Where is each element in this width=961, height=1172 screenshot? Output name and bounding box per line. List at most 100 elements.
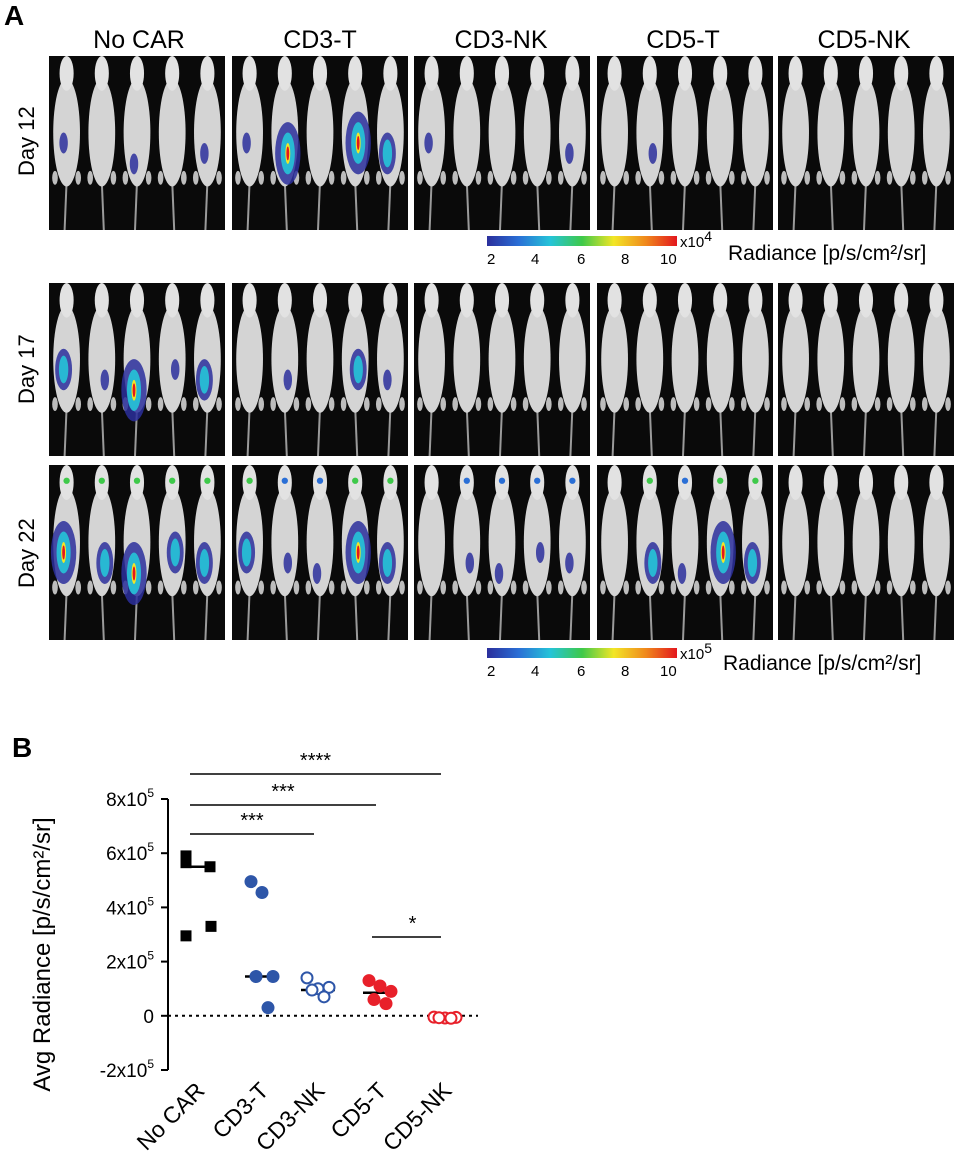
group-label-cd5-t: CD5-T [646,26,720,54]
mice-image [600,465,770,640]
x-category-label: No CAR [131,1077,209,1155]
colorbar-tick: 6 [577,251,586,268]
mouse-silhouette [192,283,222,456]
mouse-silhouette [816,56,846,230]
mouse-silhouette [740,465,770,640]
mice-image [600,283,770,456]
mouse-silhouette [781,56,811,230]
data-point [204,861,216,873]
mouse-silhouette [670,56,700,230]
data-point [180,850,192,862]
mouse-silhouette [192,465,222,640]
mouse-silhouette [50,465,82,640]
mouse-silhouette [921,465,951,640]
y-tick-label: 4x105 [106,894,154,919]
group-label-cd5-nk: CD5-NK [817,26,911,54]
mouse-silhouette [487,56,517,230]
mouse-silhouette [600,465,630,640]
mouse-silhouette [452,56,482,230]
mouse-silhouette [851,283,881,456]
significance-label: *** [271,781,295,803]
data-point [384,984,398,998]
day-label-17: Day 17 [14,334,39,404]
data-point [367,993,381,1007]
colorbar-tick: 8 [621,663,630,680]
data-point [379,997,393,1011]
group-label-cd3-t: CD3-T [283,26,357,54]
mouse-silhouette [886,56,916,230]
mouse-silhouette [305,56,335,230]
data-point [244,875,258,889]
mice-image [417,56,587,230]
day-label-12: Day 12 [14,106,39,176]
imaging-panel-day12-cd3-nk [414,56,590,230]
data-point [444,1011,458,1025]
y-tick-label: 2x105 [106,949,154,974]
mouse-silhouette [121,465,152,640]
mouse-silhouette [340,283,370,456]
imaging-panel-day12-no-car [49,56,225,230]
data-point [373,979,387,993]
mouse-silhouette [192,56,222,230]
mouse-silhouette [52,56,82,230]
imaging-panel-day22-cd5-nk [778,465,954,640]
imaging-panel-day12-cd3-t [232,56,408,230]
mouse-silhouette [375,465,405,640]
mouse-silhouette [740,283,770,456]
mouse-silhouette [635,283,665,456]
imaging-panel-day12-cd5-t [597,56,773,230]
imaging-panel-day17-no-car [49,283,225,456]
mouse-silhouette [851,56,881,230]
imaging-panel-day17-cd5-t [597,283,773,456]
mouse-silhouette [417,56,447,230]
mouse-silhouette [87,56,117,230]
mouse-silhouette [52,283,82,456]
colorbar-multiplier: x105 [680,640,712,663]
data-point [432,1011,446,1025]
data-point [205,920,217,932]
imaging-panel-day12-cd5-nk [778,56,954,230]
mouse-silhouette [557,283,587,456]
mouse-silhouette [921,283,951,456]
mouse-silhouette [122,56,152,230]
mouse-silhouette [740,56,770,230]
mouse-silhouette [417,283,447,456]
mouse-silhouette [87,465,117,640]
mouse-silhouette [557,56,587,230]
significance-label: **** [300,750,331,772]
mouse-silhouette [235,465,265,640]
y-axis-label: Avg Radiance [p/s/cm²/sr] [29,817,56,1091]
group-label-cd3-nk: CD3-NK [454,26,548,54]
data-point [362,974,376,988]
mouse-silhouette [157,465,187,640]
mouse-silhouette [340,465,371,640]
group-label-no-car: No CAR [93,26,185,54]
colorbar-exponent: 4 [704,228,712,244]
data-point [266,970,280,984]
colorbar-tick: 4 [531,663,540,680]
mouse-silhouette [157,283,187,456]
imaging-panel-day22-cd5-t [597,465,773,640]
mouse-silhouette [270,283,300,456]
colorbar-tick: 10 [660,663,677,680]
mice-image [781,283,951,456]
mouse-silhouette [705,56,735,230]
mouse-silhouette [270,465,300,640]
colorbar-gradient [487,648,677,658]
mouse-silhouette [235,56,265,230]
mouse-silhouette [781,283,811,456]
imaging-panel-day22-no-car [49,465,225,640]
panel-a-letter: A [4,0,25,31]
colorbar-tick: 10 [660,251,677,268]
imaging-panel-day17-cd3-nk [414,283,590,456]
mouse-silhouette [921,56,951,230]
mouse-silhouette [487,465,517,640]
mice-image [417,465,587,640]
y-tick-label: 8x105 [106,786,154,811]
imaging-panel-day17-cd5-nk [778,283,954,456]
data-point [317,990,331,1004]
colorbar-tick: 2 [487,251,496,268]
mouse-silhouette [375,283,405,456]
mouse-silhouette [522,56,552,230]
mice-image [417,283,587,456]
